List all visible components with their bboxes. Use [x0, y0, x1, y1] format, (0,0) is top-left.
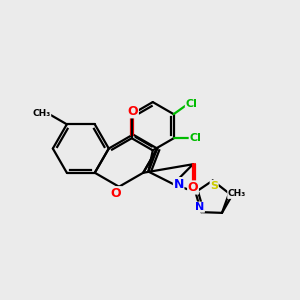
Text: O: O — [128, 105, 138, 118]
Text: O: O — [111, 187, 122, 200]
Text: N: N — [173, 178, 184, 190]
Text: S: S — [210, 181, 218, 190]
Text: CH₃: CH₃ — [32, 110, 51, 118]
Text: CH₃: CH₃ — [228, 189, 246, 198]
Text: Cl: Cl — [185, 99, 197, 109]
Text: O: O — [188, 181, 198, 194]
Text: N: N — [195, 202, 204, 212]
Text: Cl: Cl — [189, 133, 201, 143]
